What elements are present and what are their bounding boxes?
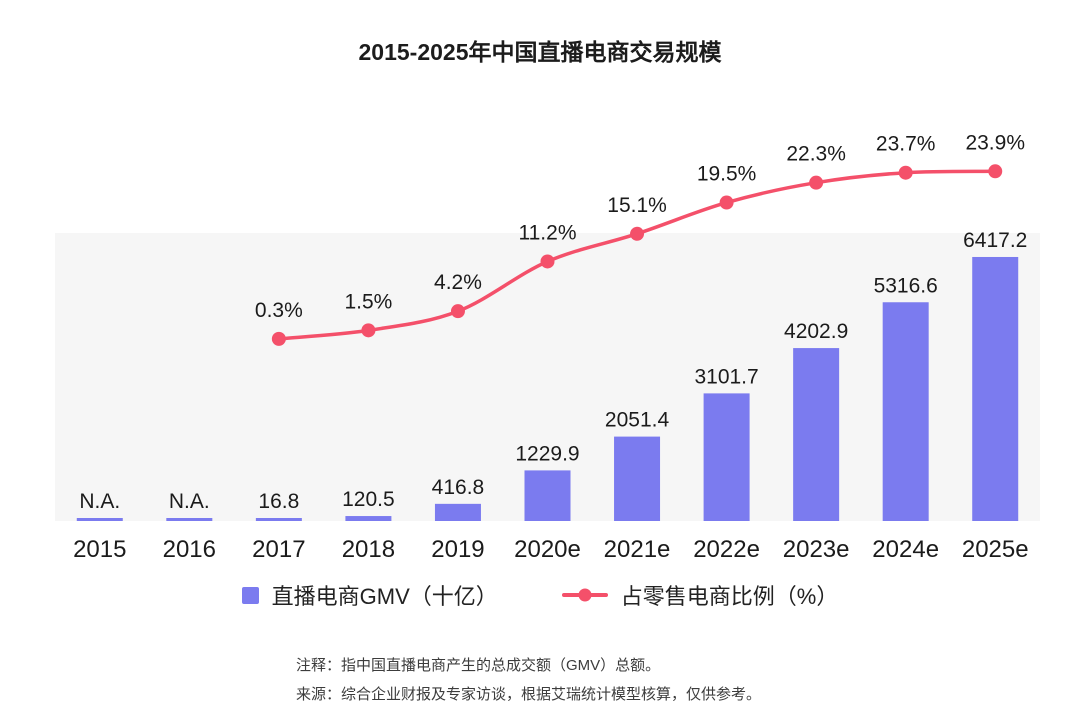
bar [434, 503, 481, 521]
line-point-dot [988, 164, 1003, 179]
bar-value-label: 120.5 [342, 488, 395, 511]
legend-item-gmv: 直播电商GMV（十亿） [241, 579, 498, 611]
line-point-dot [630, 226, 645, 241]
legend-item-ratio: 占零售电商比例（%） [561, 579, 839, 611]
x-axis-label: 2021e [604, 536, 671, 563]
bar-value-label: 2051.4 [605, 409, 670, 432]
line-point-dot [898, 165, 913, 180]
bar-value-label: 3101.7 [694, 365, 758, 388]
bar-value-label: 1229.9 [515, 442, 579, 465]
x-axis-label: 2025e [962, 536, 1029, 563]
bar-value-label: N.A. [79, 490, 120, 513]
bar [166, 518, 213, 521]
legend-label-ratio: 占零售电商比例（%） [620, 584, 839, 609]
x-axis-label: 2019 [431, 536, 484, 563]
pct-value-label: 23.9% [965, 131, 1025, 154]
line-point-dot [809, 175, 824, 190]
bar [793, 348, 840, 521]
bar [255, 518, 302, 521]
bar [345, 516, 392, 521]
legend-label-gmv: 直播电商GMV（十亿） [271, 584, 498, 609]
bar [76, 518, 123, 521]
bar [972, 256, 1019, 521]
legend-dot [578, 588, 592, 602]
line-point-dot [450, 304, 465, 319]
bar-value-label: N.A. [169, 490, 210, 513]
line-point-dot [719, 195, 734, 210]
chart-title: 2015-2025年中国直播电商交易规模 [358, 39, 722, 65]
x-axis-label: 2016 [163, 536, 216, 563]
x-axis-label: 2018 [342, 536, 395, 563]
x-axis-label: 2024e [872, 536, 939, 563]
x-axis-label: 2023e [783, 536, 850, 563]
bar [703, 393, 750, 521]
legend-line-dot-icon [561, 588, 608, 602]
chart-legend: 直播电商GMV（十亿） 占零售电商比例（%） [0, 579, 1080, 611]
bar-value-label: 5316.6 [874, 274, 938, 297]
pct-value-label: 15.1% [607, 194, 667, 217]
pct-value-label: 19.5% [697, 163, 757, 186]
line-point-dot [540, 254, 555, 269]
pct-value-label: 11.2% [519, 221, 577, 244]
pct-value-label: 1.5% [344, 290, 392, 313]
x-axis-label: 2017 [252, 536, 305, 563]
bar [524, 470, 571, 521]
pct-value-label: 23.7% [876, 133, 936, 156]
bar [882, 302, 929, 521]
pct-value-label: 22.3% [786, 143, 846, 166]
bar-value-label: 416.8 [432, 476, 485, 499]
bar-value-label: 4202.9 [784, 320, 848, 343]
footnote-source: 来源：综合企业财报及专家访谈，根据艾瑞统计模型核算，仅供参考。 [296, 686, 762, 703]
footnote-definition: 注释：指中国直播电商产生的总成交额（GMV）总额。 [296, 657, 661, 674]
bar-value-label: 6417.2 [963, 229, 1027, 252]
x-axis-label: 2020e [514, 536, 581, 563]
line-point-dot [271, 331, 286, 346]
legend-square-icon [241, 586, 259, 604]
chart-canvas: N.A. 2015 N.A. 2016 16.8 2017 120.5 2018 416.8 20… [73, 131, 1029, 563]
bar [614, 436, 661, 521]
pct-value-label: 4.2% [434, 271, 482, 294]
x-axis-label: 2022e [693, 536, 760, 563]
x-axis-label: 2015 [73, 536, 126, 563]
bar-value-label: 16.8 [258, 490, 299, 513]
pct-value-label: 0.3% [255, 299, 303, 322]
footnotes: 注释：指中国直播电商产生的总成交额（GMV）总额。 来源：综合企业财报及专家访谈… [296, 651, 761, 709]
line-point-dot [361, 323, 376, 338]
